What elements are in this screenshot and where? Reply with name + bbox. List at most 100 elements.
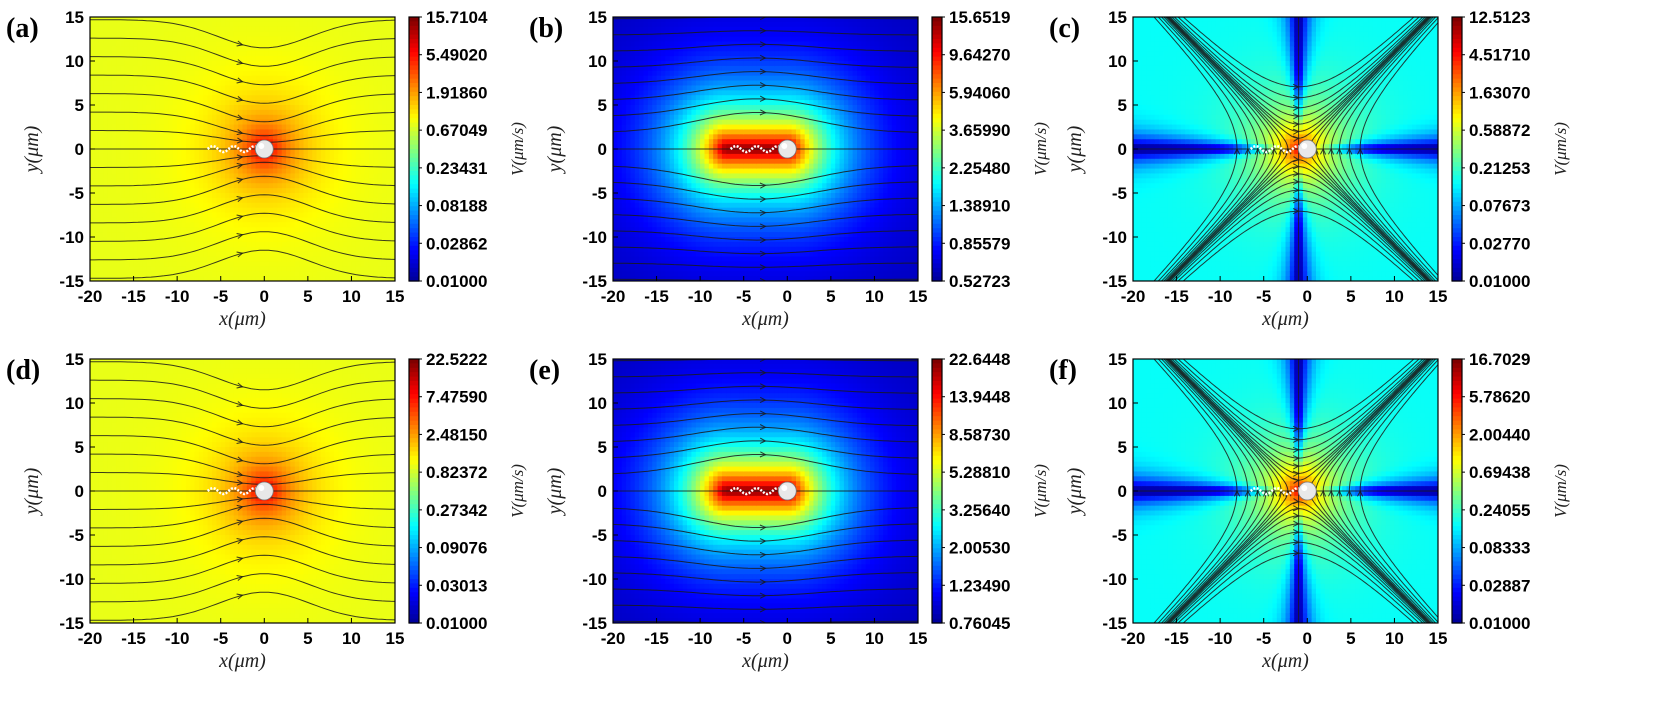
heatmap-cell [652, 51, 658, 57]
heatmap-cell [94, 188, 100, 194]
heatmap-cell [643, 193, 649, 199]
heatmap-cell [277, 70, 283, 77]
heatmap-cell [233, 129, 239, 135]
heatmap-cell [634, 193, 640, 199]
heatmap-cell [355, 124, 361, 131]
heatmap-cell [381, 95, 387, 101]
heatmap-cell [233, 183, 239, 189]
heatmap-cell [682, 271, 688, 277]
heatmap-cell [233, 70, 239, 77]
heatmap-cell [198, 31, 204, 38]
heatmap-cell [665, 36, 671, 43]
heatmap-cell [647, 168, 653, 175]
heatmap-cell [286, 193, 292, 199]
heatmap-cell [652, 256, 658, 263]
heatmap-cell [647, 124, 653, 131]
heatmap-cell [695, 153, 701, 160]
heatmap-cell [316, 149, 322, 155]
heatmap-cell [643, 70, 649, 77]
heatmap-cell [347, 139, 353, 145]
heatmap-cell [129, 163, 135, 170]
heatmap-cell [621, 51, 627, 57]
heatmap-cell [674, 95, 679, 101]
heatmap-cell [286, 212, 292, 219]
heatmap-cell [320, 188, 326, 194]
x-axis-label: x(μm) [218, 308, 266, 330]
heatmap-cell [312, 232, 318, 238]
heatmap-cell [251, 246, 257, 253]
heatmap-cell [259, 46, 265, 52]
heatmap-cell [233, 61, 239, 67]
heatmap-cell [98, 41, 104, 47]
heatmap-cell [155, 105, 161, 111]
heatmap-cell [225, 129, 231, 135]
heatmap-cell [146, 271, 152, 277]
heatmap-cell [360, 266, 366, 272]
heatmap-cell [190, 139, 196, 145]
heatmap-cell [377, 26, 383, 33]
heatmap-cell [368, 26, 374, 33]
heatmap-cell [656, 237, 662, 243]
heatmap-cell [307, 227, 313, 233]
heatmap-cell [268, 237, 274, 243]
heatmap-cell [246, 266, 252, 272]
heatmap-cell [137, 21, 143, 28]
heatmap-cell [120, 85, 126, 91]
heatmap-cell [107, 217, 113, 223]
heatmap-cell [155, 241, 161, 248]
heatmap-cell [355, 149, 361, 155]
heatmap-cell [124, 178, 130, 184]
heatmap-cell [294, 90, 300, 96]
heatmap-cell [639, 256, 645, 263]
heatmap-cell [294, 85, 300, 91]
heatmap-cell [329, 183, 335, 189]
heatmap-cell [164, 193, 170, 199]
heatmap-cell [660, 276, 666, 281]
heatmap-cell [220, 217, 226, 223]
heatmap-cell [351, 139, 357, 145]
heatmap-cell [290, 227, 296, 233]
heatmap-cell [229, 41, 235, 47]
heatmap-cell [177, 197, 183, 204]
heatmap-cell [159, 276, 165, 281]
heatmap-cell [133, 100, 139, 106]
heatmap-cell [177, 105, 183, 111]
heatmap-cell [687, 139, 693, 145]
heatmap-cell [273, 144, 278, 150]
heatmap-cell [687, 56, 693, 62]
streamline-arrow [236, 40, 244, 47]
heatmap-cell [334, 119, 339, 126]
heatmap-cell [168, 261, 174, 267]
heatmap-cell [674, 153, 679, 160]
heatmap-cell [334, 114, 339, 121]
heatmap-cell [678, 251, 684, 258]
heatmap-cell [172, 149, 178, 155]
heatmap-cell [103, 46, 109, 52]
heatmap-cell [695, 75, 701, 82]
streamline-arrow [236, 251, 244, 258]
heatmap-cell [286, 261, 292, 267]
heatmap-cell [682, 227, 688, 233]
heatmap-cell [334, 124, 339, 131]
heatmap-cell [342, 163, 348, 170]
heatmap-cell [290, 202, 296, 209]
heatmap-cell [103, 129, 109, 135]
heatmap-cell [621, 109, 627, 116]
heatmap-cell [277, 95, 283, 101]
heatmap-cell [660, 173, 666, 179]
heatmap-cell [320, 163, 326, 170]
heatmap-cell [320, 70, 326, 77]
heatmap-cell [225, 241, 231, 248]
heatmap-cell [617, 51, 623, 57]
heatmap-cell [360, 237, 366, 243]
heatmap-cell [281, 139, 287, 145]
heatmap-cell [630, 139, 636, 145]
heatmap-cell [207, 163, 213, 170]
heatmap-cell [159, 212, 165, 219]
heatmap-cell [286, 36, 292, 43]
heatmap-cell [626, 61, 632, 67]
heatmap-cell [116, 80, 122, 87]
heatmap-cell [360, 109, 366, 116]
heatmap-cell [634, 197, 640, 204]
heatmap-cell [390, 237, 395, 243]
